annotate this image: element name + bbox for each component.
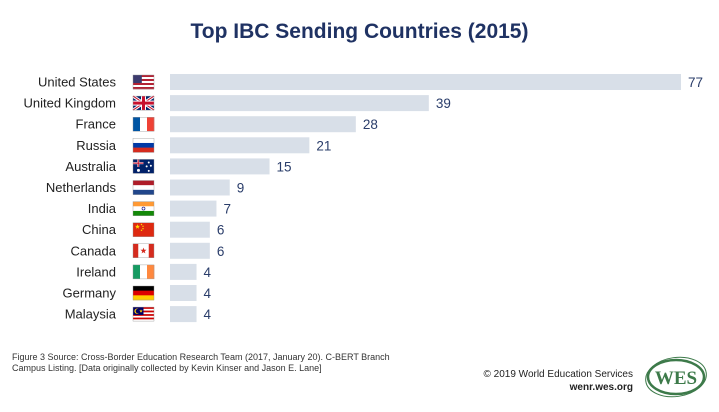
flag-cn-icon <box>132 222 155 237</box>
bar <box>170 242 210 259</box>
logo-text: WES <box>655 368 697 389</box>
wes-logo: WES <box>645 356 707 398</box>
source-line-2: Campus Listing. [Data originally collect… <box>12 363 322 373</box>
bar <box>170 263 197 280</box>
bar <box>170 116 356 133</box>
bar <box>170 74 681 90</box>
copyright-text: © 2019 World Education Services <box>483 369 633 380</box>
flag-in-icon <box>132 201 155 216</box>
flag-ru-icon <box>132 138 155 153</box>
category-label: Russia <box>76 138 117 153</box>
bar <box>170 95 429 112</box>
category-label: Germany <box>63 286 117 301</box>
flag-de-icon <box>132 285 155 301</box>
value-label: 4 <box>204 265 212 280</box>
bar <box>170 137 310 154</box>
flag-uk-icon <box>132 94 155 112</box>
value-label: 39 <box>436 96 451 111</box>
flag-ca-icon <box>132 243 155 259</box>
source-note: Figure 3 Source: Cross-Border Education … <box>12 352 432 374</box>
value-label: 6 <box>217 223 225 238</box>
category-label: United Kingdom <box>24 96 117 111</box>
value-label: 4 <box>204 307 212 322</box>
category-label: India <box>88 201 117 216</box>
category-label: Australia <box>65 159 116 174</box>
bar <box>170 158 270 175</box>
category-label: France <box>76 117 116 132</box>
copyright-block: © 2019 World Education Services wenr.wes… <box>484 368 633 394</box>
flag-ie-icon <box>132 264 155 280</box>
category-label: Netherlands <box>46 180 117 195</box>
value-label: 77 <box>688 75 703 90</box>
value-label: 15 <box>277 159 292 174</box>
value-label: 9 <box>237 181 245 196</box>
source-line-1: Figure 3 Source: Cross-Border Education … <box>12 352 390 362</box>
bar <box>170 285 197 301</box>
category-label: China <box>82 222 117 237</box>
flag-au-icon <box>132 159 155 174</box>
flag-fr-icon <box>132 116 155 132</box>
category-label: Canada <box>70 243 116 258</box>
bar <box>170 306 197 323</box>
value-label: 28 <box>363 117 378 132</box>
bar-chart: United States United Kingdom France Russia A… <box>24 74 703 323</box>
bar <box>170 200 217 217</box>
bar <box>170 179 230 196</box>
category-label: United States <box>38 75 117 90</box>
bar <box>170 221 210 238</box>
category-label: Ireland <box>76 264 116 279</box>
value-label: 7 <box>223 202 231 217</box>
flag-my-icon <box>132 306 155 322</box>
value-label: 4 <box>204 286 212 301</box>
chart-title: Top IBC Sending Countries (2015) <box>190 20 529 43</box>
website-link[interactable]: wenr.wes.org <box>569 382 633 393</box>
flag-nl-icon <box>132 180 155 195</box>
flag-us-icon <box>132 74 155 90</box>
value-label: 21 <box>316 138 331 153</box>
value-label: 6 <box>217 244 225 259</box>
category-label: Malaysia <box>65 307 117 322</box>
